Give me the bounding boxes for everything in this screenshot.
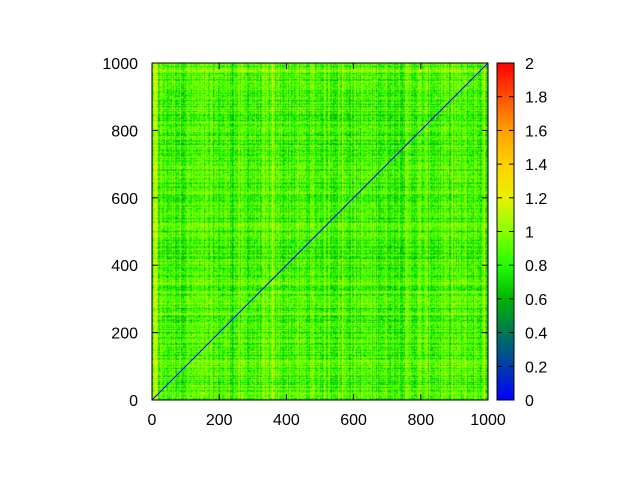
colorbar-tick-label: 1.8 bbox=[525, 90, 547, 107]
x-tick-label: 0 bbox=[148, 412, 157, 429]
colorbar-ticks: 0 0.2 0.4 0.6 0.8 1 1.2 1.4 1.6 1.8 2 bbox=[497, 56, 547, 410]
colorbar-tick-label: 0 bbox=[525, 393, 534, 410]
y-tick-label: 400 bbox=[111, 258, 138, 275]
plot-frame bbox=[151, 62, 489, 401]
colorbar-tick-label: 2 bbox=[525, 56, 534, 73]
colorbar-tick-label: 0.4 bbox=[525, 326, 547, 343]
colorbar-tick-label: 0.6 bbox=[525, 292, 547, 309]
x-tick-label: 800 bbox=[407, 412, 434, 429]
colorbar-tick-label: 1.4 bbox=[525, 157, 547, 174]
colorbar-tick-label: 1.6 bbox=[525, 123, 547, 140]
colorbar-gradient bbox=[497, 63, 514, 400]
colorbar-tick-label: 1 bbox=[525, 225, 534, 242]
x-axis: 0 200 400 600 800 1000 bbox=[148, 63, 506, 429]
colorbar: 0 0.2 0.4 0.6 0.8 1 1.2 1.4 1.6 1.8 2 bbox=[496, 56, 547, 410]
y-tick-label: 600 bbox=[111, 191, 138, 208]
x-tick-label: 1000 bbox=[470, 412, 506, 429]
plot-area bbox=[151, 62, 489, 401]
colorbar-tick-label: 0.8 bbox=[525, 258, 547, 275]
y-axis: 0 200 400 600 800 1000 bbox=[102, 56, 488, 410]
diagonal-line bbox=[151, 62, 489, 401]
y-tick-label: 1000 bbox=[102, 56, 138, 73]
y-tick-label: 800 bbox=[111, 123, 138, 140]
colorbar-tick-label: 0.2 bbox=[525, 359, 547, 376]
y-tick-label: 200 bbox=[111, 326, 138, 343]
colorbar-tick-label: 1.2 bbox=[525, 191, 547, 208]
y-tick-label: 0 bbox=[129, 393, 138, 410]
x-tick-label: 400 bbox=[273, 412, 300, 429]
x-tick-label: 200 bbox=[206, 412, 233, 429]
x-tick-label: 600 bbox=[340, 412, 367, 429]
